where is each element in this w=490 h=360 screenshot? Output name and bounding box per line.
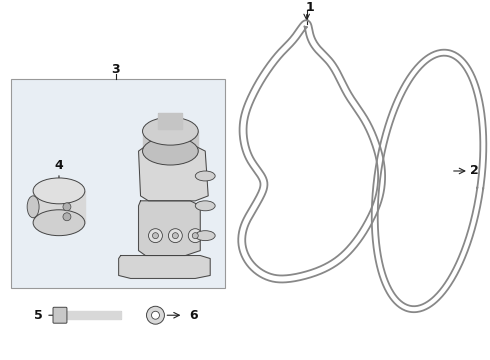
Circle shape bbox=[172, 233, 178, 239]
Ellipse shape bbox=[27, 196, 39, 218]
Text: 1: 1 bbox=[305, 1, 314, 14]
Polygon shape bbox=[139, 146, 208, 201]
Circle shape bbox=[148, 229, 162, 243]
Ellipse shape bbox=[33, 178, 85, 204]
Polygon shape bbox=[143, 131, 198, 151]
Circle shape bbox=[63, 203, 71, 211]
Circle shape bbox=[192, 233, 198, 239]
Circle shape bbox=[151, 311, 159, 319]
Circle shape bbox=[169, 229, 182, 243]
Ellipse shape bbox=[33, 210, 85, 236]
Polygon shape bbox=[119, 256, 210, 278]
Ellipse shape bbox=[195, 171, 215, 181]
Polygon shape bbox=[158, 113, 182, 129]
Ellipse shape bbox=[143, 137, 198, 165]
FancyBboxPatch shape bbox=[11, 80, 225, 288]
Text: 5: 5 bbox=[34, 309, 43, 322]
Circle shape bbox=[152, 233, 158, 239]
Circle shape bbox=[188, 229, 202, 243]
FancyBboxPatch shape bbox=[53, 307, 67, 323]
Polygon shape bbox=[139, 201, 200, 256]
Text: 3: 3 bbox=[111, 63, 120, 76]
Polygon shape bbox=[66, 311, 121, 319]
Text: 4: 4 bbox=[54, 158, 63, 171]
Text: 6: 6 bbox=[189, 309, 197, 322]
Ellipse shape bbox=[195, 201, 215, 211]
Circle shape bbox=[147, 306, 165, 324]
Polygon shape bbox=[33, 191, 85, 223]
Circle shape bbox=[63, 213, 71, 221]
Text: 2: 2 bbox=[470, 165, 479, 177]
Ellipse shape bbox=[195, 231, 215, 240]
Ellipse shape bbox=[143, 117, 198, 145]
